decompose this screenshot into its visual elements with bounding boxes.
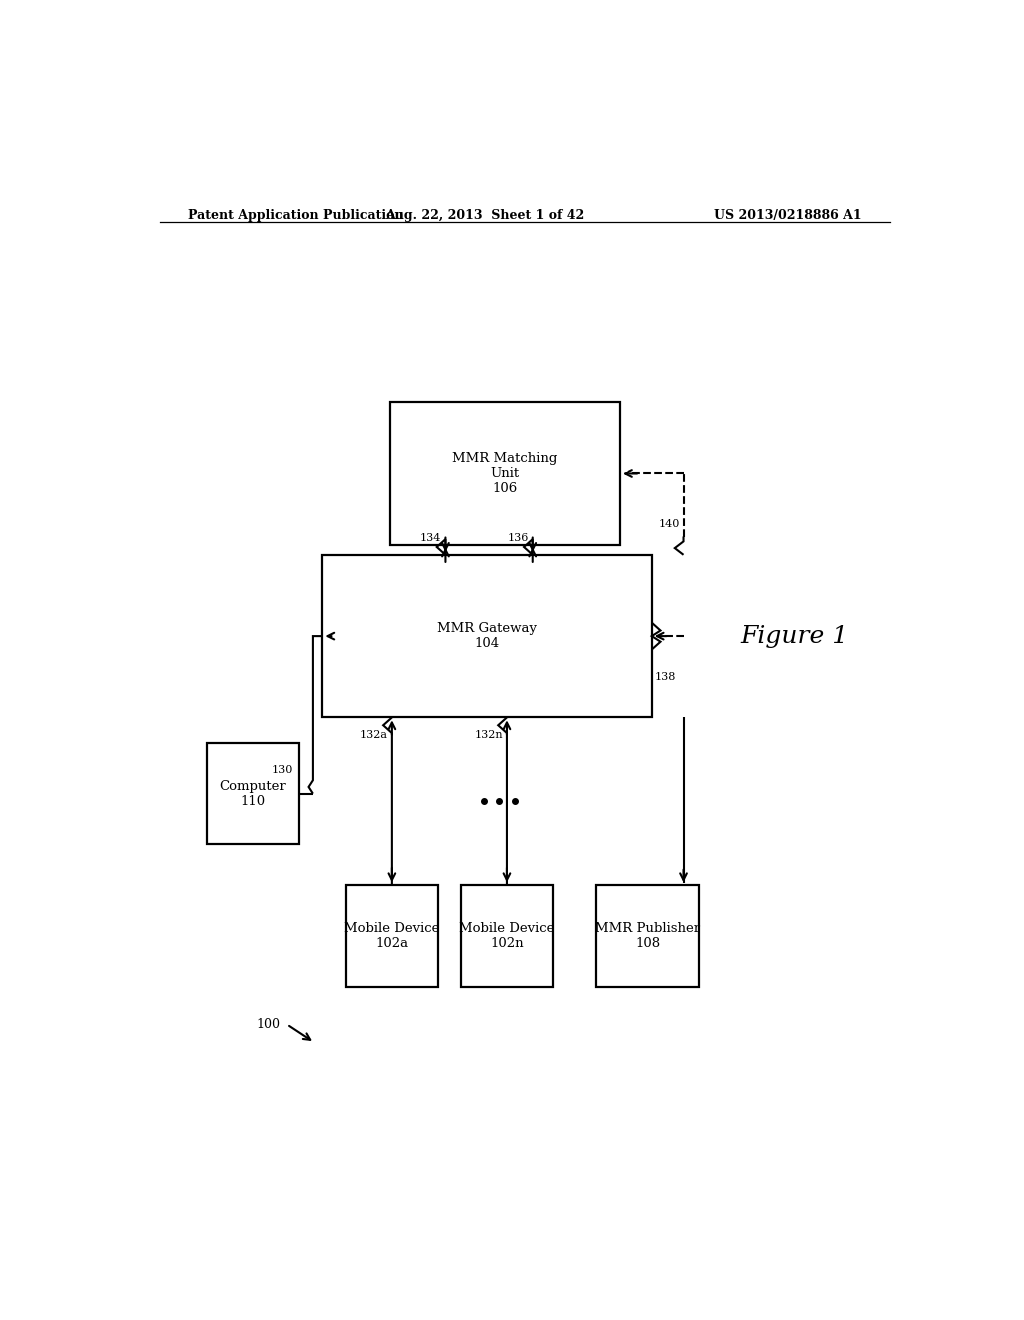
Text: 130: 130 [271, 766, 293, 775]
Bar [207, 743, 299, 845]
Text: Mobile Device
102a: Mobile Device 102a [344, 921, 439, 950]
Text: US 2013/0218886 A1: US 2013/0218886 A1 [715, 210, 862, 222]
Text: 132n: 132n [474, 730, 503, 739]
Text: MMR Publisher
108: MMR Publisher 108 [595, 921, 700, 950]
Bar [461, 886, 553, 987]
Bar [323, 554, 652, 718]
Text: Aug. 22, 2013  Sheet 1 of 42: Aug. 22, 2013 Sheet 1 of 42 [385, 210, 585, 222]
Text: Computer
110: Computer 110 [219, 780, 287, 808]
Bar [390, 403, 621, 545]
Text: 136: 136 [508, 532, 528, 543]
Bar [346, 886, 437, 987]
Text: 100: 100 [256, 1018, 281, 1031]
Text: Patent Application Publication: Patent Application Publication [187, 210, 403, 222]
Text: Mobile Device
102n: Mobile Device 102n [459, 921, 555, 950]
Text: MMR Gateway
104: MMR Gateway 104 [437, 622, 538, 651]
Text: MMR Matching
Unit
106: MMR Matching Unit 106 [453, 451, 558, 495]
Text: Figure 1: Figure 1 [740, 624, 849, 648]
Text: 140: 140 [658, 519, 680, 529]
Bar [596, 886, 699, 987]
Text: 134: 134 [420, 532, 441, 543]
Text: 132a: 132a [359, 730, 388, 739]
Text: 138: 138 [654, 672, 676, 681]
